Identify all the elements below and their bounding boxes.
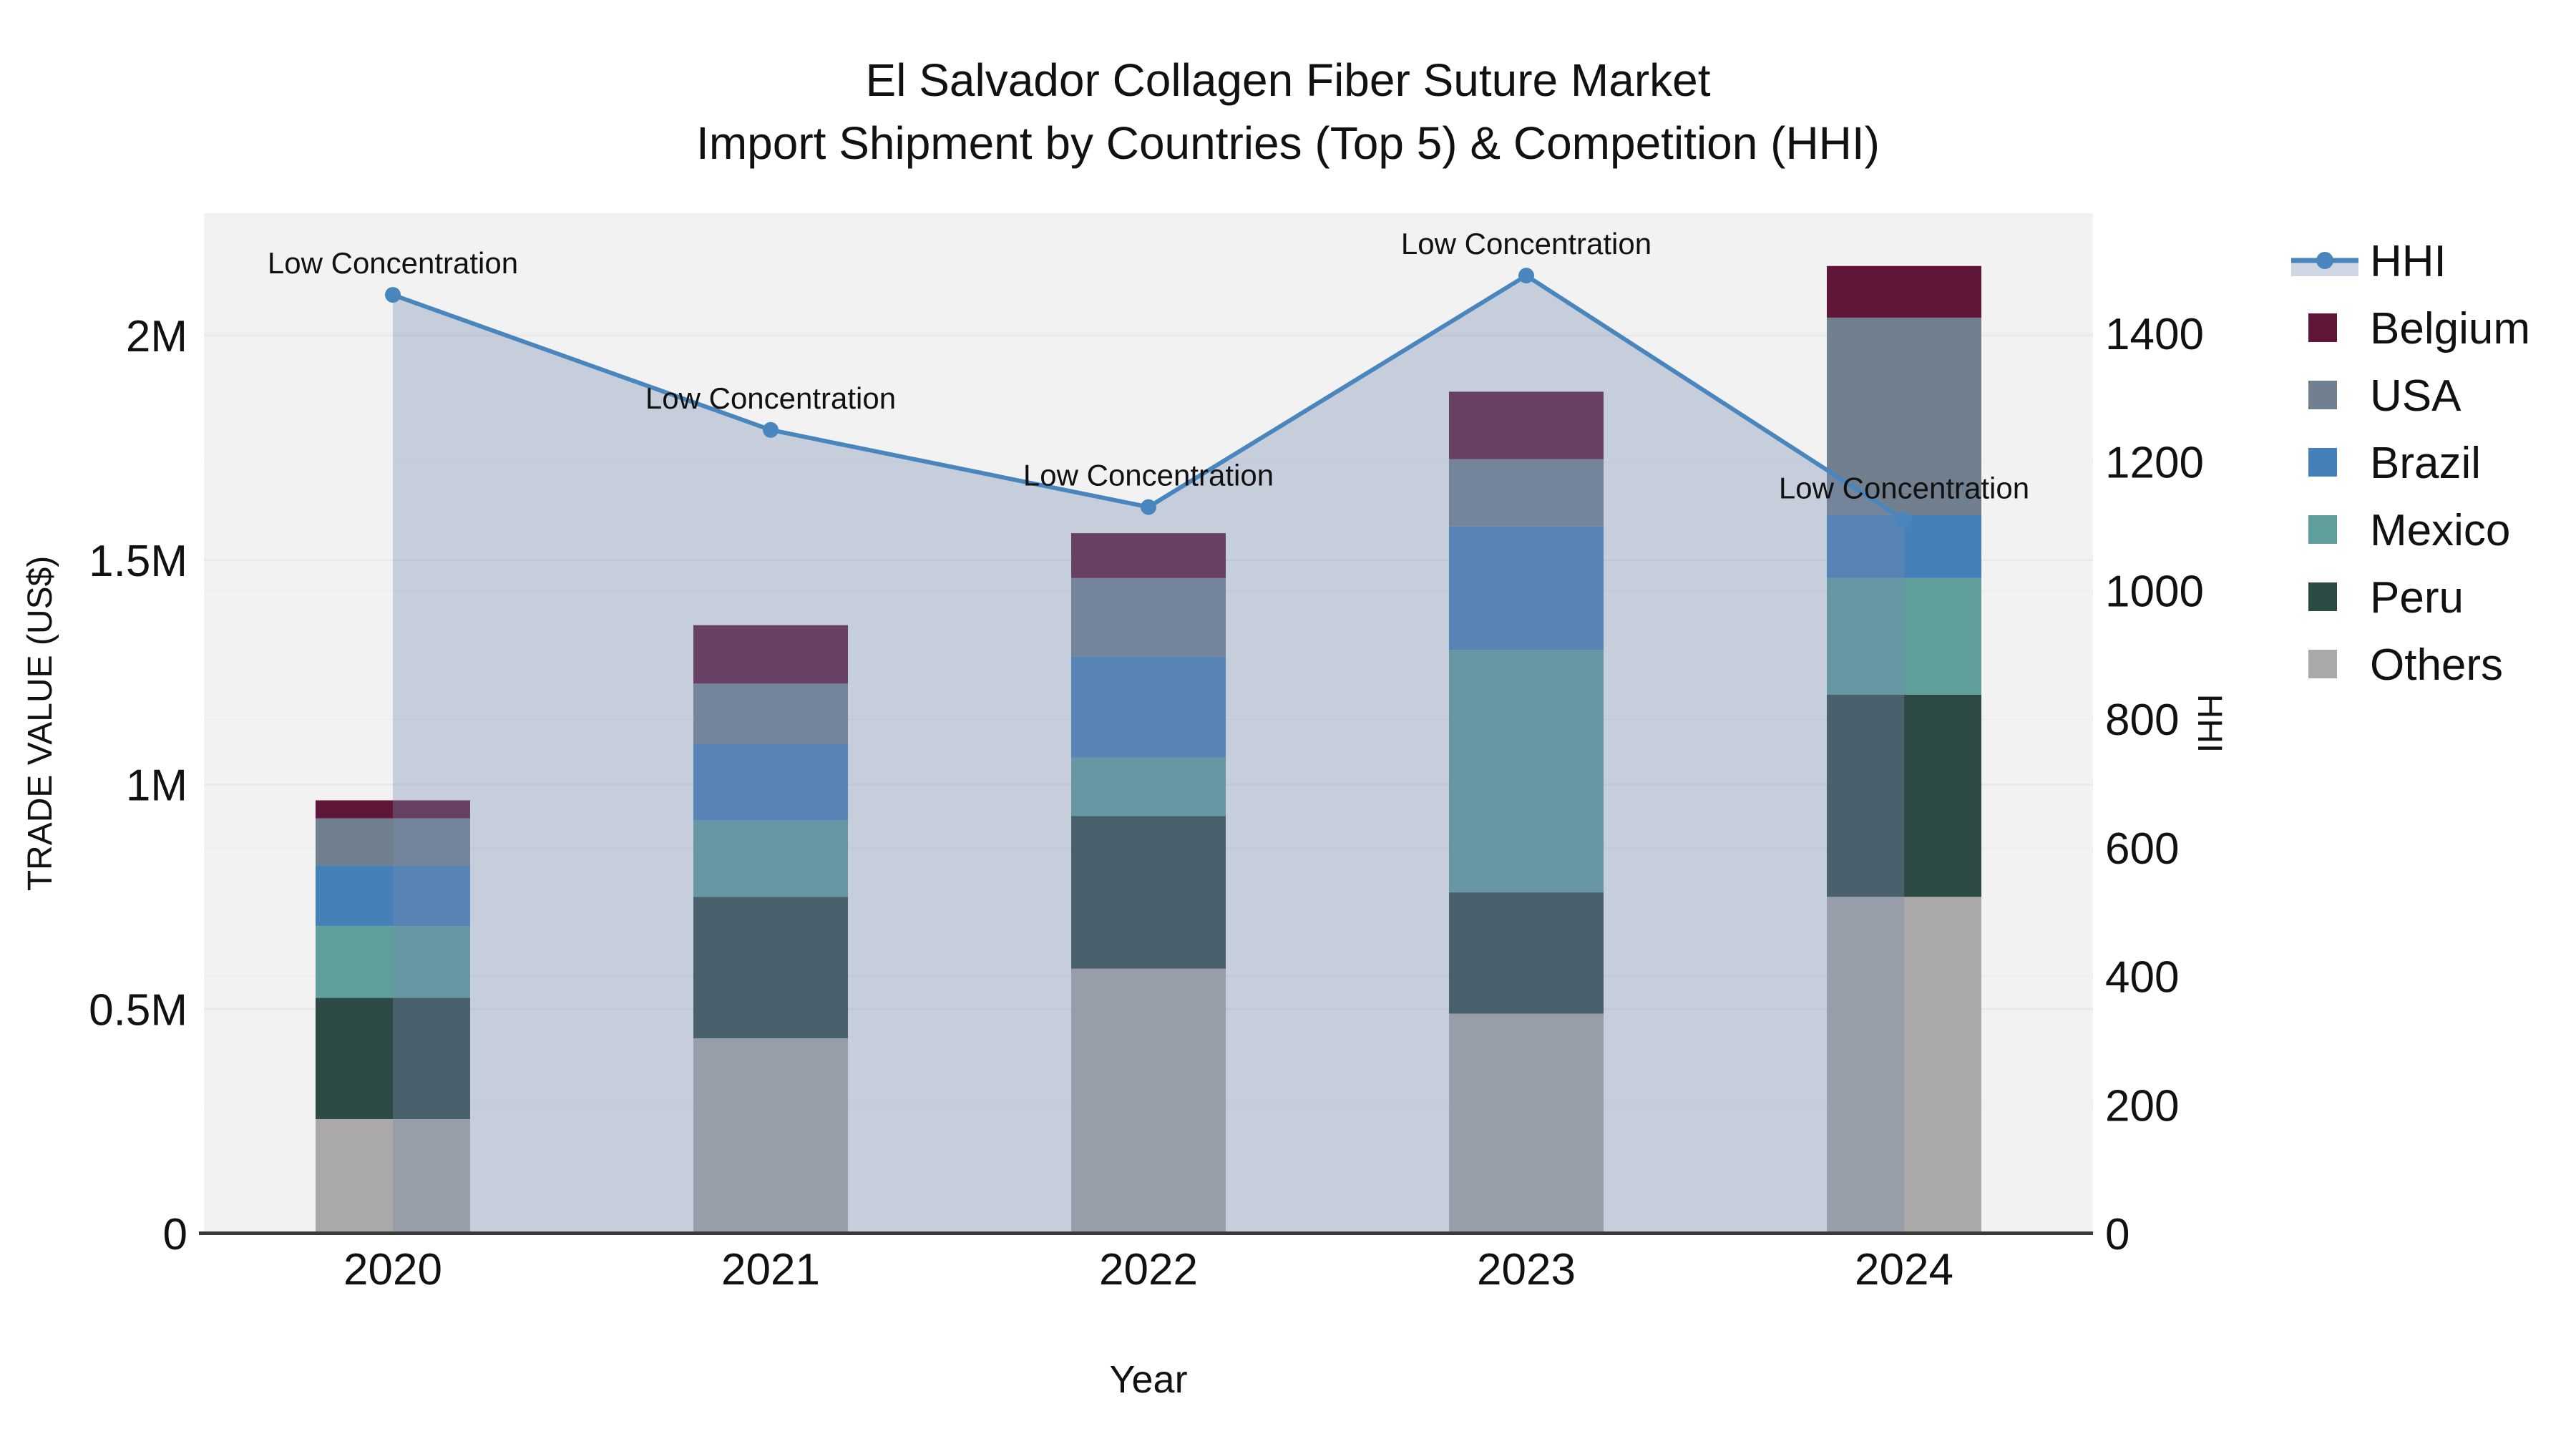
bar-segment-2023-brazil [1449, 526, 1604, 650]
legend-label-others: Others [2370, 640, 2503, 690]
hhi-marker-2023 [1518, 268, 1534, 284]
y-left-tick-0: 0 [163, 1210, 187, 1259]
legend-item-others: Others [2308, 640, 2503, 690]
legend-swatch-belgium [2308, 313, 2337, 342]
bar-segment-2020-usa [316, 818, 470, 866]
bar-segment-2023-mexico [1449, 650, 1604, 893]
legend-swatch-others [2308, 650, 2337, 678]
x-tick-2022: 2022 [1099, 1245, 1198, 1294]
legend-item-hhi: HHI [2291, 237, 2446, 286]
legend: HHI Belgium USA Brazil Mexico Peru Others [2291, 237, 2530, 690]
legend-item-brazil: Brazil [2308, 439, 2481, 488]
bar-segment-2020-mexico [316, 926, 470, 998]
x-axis-title: Year [1109, 1358, 1187, 1401]
legend-swatch-usa [2308, 381, 2337, 409]
hhi-marker-2021 [763, 421, 779, 438]
bar-segment-2023-usa [1449, 459, 1604, 527]
bar-segment-2023-belgium [1449, 391, 1604, 459]
legend-swatch-peru [2308, 582, 2337, 611]
bar-segment-2020-belgium [316, 800, 470, 819]
y-right-tick-labels: 0 200 400 600 800 1000 1200 1400 [2105, 310, 2204, 1259]
x-tick-2020: 2020 [343, 1245, 442, 1294]
chart-title-line1: El Salvador Collagen Fiber Suture Market [866, 54, 1711, 106]
bar-segment-2022-others [1071, 968, 1226, 1234]
bar-segment-2020-brazil [316, 865, 470, 927]
bar-segment-2022-brazil [1071, 656, 1226, 758]
bar-segment-2022-peru [1071, 816, 1226, 969]
y-left-axis-title: TRADE VALUE (US$) [21, 556, 59, 892]
legend-label-hhi: HHI [2370, 237, 2446, 286]
y-left-tick-1.5M: 1.5M [89, 537, 187, 586]
bar-2021 [693, 625, 848, 1234]
x-tick-labels: 2020 2021 2022 2023 2024 [343, 1245, 1953, 1294]
y-left-tick-1M: 1M [126, 761, 187, 811]
x-tick-2021: 2021 [721, 1245, 820, 1294]
hhi-marker-2022 [1141, 499, 1156, 515]
x-tick-2024: 2024 [1855, 1245, 1953, 1294]
hhi-area-fill [393, 275, 1904, 1234]
hhi-marker-2024 [1896, 512, 1912, 528]
annotation-2024: Low Concentration [1779, 472, 2029, 505]
y-left-tick-labels: 0 0.5M 1M 1.5M 2M [89, 312, 187, 1259]
bar-segment-2020-others [316, 1118, 470, 1234]
bar-segment-2021-mexico [693, 820, 848, 897]
hhi-area-and-line [385, 268, 1912, 1234]
y-left-tick-0.5M: 0.5M [89, 985, 187, 1035]
legend-item-peru: Peru [2308, 573, 2464, 623]
hhi-marker-2020 [385, 287, 401, 303]
bar-segment-2024-others [1827, 897, 1981, 1234]
bar-segment-2021-brazil [693, 744, 848, 821]
stacked-bars [316, 265, 1981, 1234]
y-right-tick-400: 400 [2105, 953, 2179, 1002]
x-tick-2023: 2023 [1477, 1245, 1576, 1294]
chart-title-line2: Import Shipment by Countries (Top 5) & C… [696, 117, 1880, 169]
annotation-2022: Low Concentration [1023, 459, 1274, 492]
legend-label-usa: USA [2370, 371, 2462, 421]
annotation-2020: Low Concentration [268, 246, 518, 280]
legend-swatch-brazil [2308, 448, 2337, 477]
y-right-tick-200: 200 [2105, 1081, 2179, 1131]
bar-segment-2022-mexico [1071, 757, 1226, 816]
y-right-tick-600: 600 [2105, 824, 2179, 874]
legend-swatch-mexico [2308, 515, 2337, 544]
legend-item-usa: USA [2308, 371, 2462, 421]
bar-segment-2022-usa [1071, 577, 1226, 657]
legend-label-brazil: Brazil [2370, 439, 2481, 488]
legend-item-mexico: Mexico [2308, 506, 2510, 555]
y-right-tick-0: 0 [2105, 1210, 2129, 1259]
bar-segment-2020-peru [316, 997, 470, 1119]
annotations: Low Concentration Low Concentration Low Co… [268, 227, 2029, 504]
bar-segment-2021-others [693, 1038, 848, 1234]
legend-hhi-marker-icon [2316, 252, 2333, 269]
annotation-2021: Low Concentration [645, 381, 896, 415]
bar-segment-2024-usa [1827, 317, 1981, 515]
bar-2024 [1827, 265, 1981, 1234]
bar-segment-2021-belgium [693, 625, 848, 684]
bar-2020 [316, 800, 470, 1234]
bar-segment-2024-peru [1827, 695, 1981, 897]
y-right-tick-1400: 1400 [2105, 310, 2204, 359]
bar-segment-2021-peru [693, 897, 848, 1039]
bar-segment-2024-mexico [1827, 577, 1981, 695]
bar-segment-2023-peru [1449, 892, 1604, 1014]
legend-label-mexico: Mexico [2370, 506, 2510, 555]
bar-segment-2024-belgium [1827, 265, 1981, 318]
bar-2022 [1071, 533, 1226, 1234]
y-left-tick-2M: 2M [126, 312, 187, 361]
legend-label-belgium: Belgium [2370, 304, 2530, 353]
y-right-tick-1000: 1000 [2105, 567, 2204, 616]
y-right-tick-1200: 1200 [2105, 439, 2204, 488]
legend-item-belgium: Belgium [2308, 304, 2530, 353]
bar-2023 [1449, 391, 1604, 1234]
x-axis-spine [199, 1231, 2093, 1235]
bar-segment-2023-others [1449, 1013, 1604, 1234]
annotation-2023: Low Concentration [1401, 227, 1652, 260]
y-right-tick-800: 800 [2105, 696, 2179, 745]
bar-segment-2021-usa [693, 683, 848, 745]
bar-segment-2022-belgium [1071, 533, 1226, 578]
legend-label-peru: Peru [2370, 573, 2464, 623]
y-right-axis-title: HHI [2190, 694, 2228, 753]
